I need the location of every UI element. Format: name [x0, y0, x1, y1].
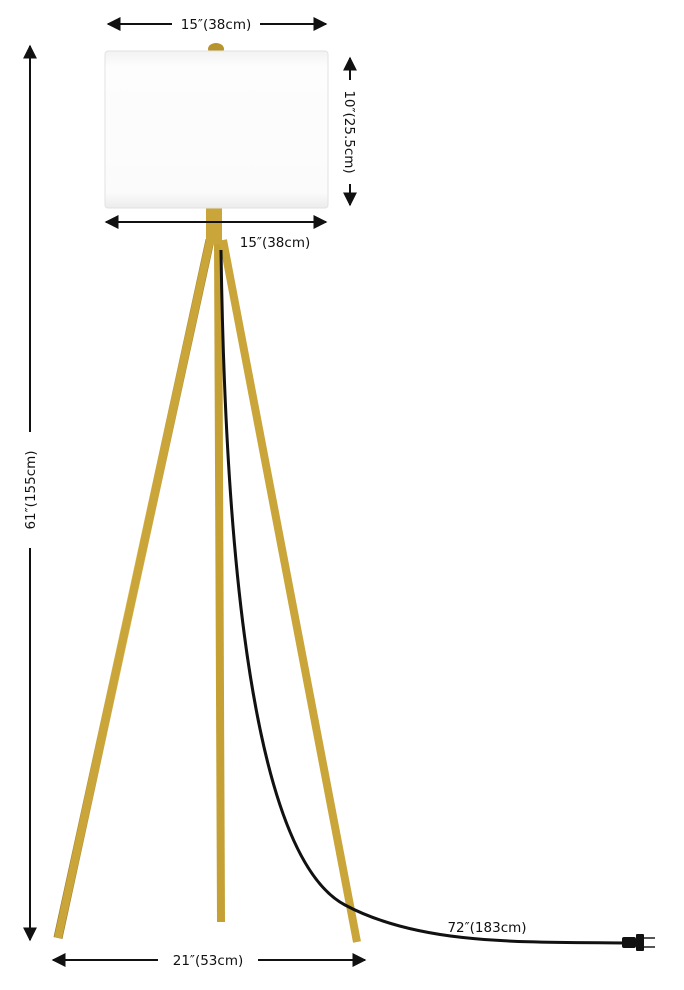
total-height-label: 61″(155cm) — [23, 450, 39, 529]
middle-leg — [214, 239, 225, 923]
shade-top-width-label: 15″(38cm) — [181, 17, 252, 33]
left-leg-highlight — [54, 239, 214, 939]
tripod-legs — [53, 208, 361, 943]
shade-bottom-width-dimension: 15″(38cm) — [104, 215, 328, 251]
lamp-shade — [104, 50, 329, 209]
shade-height-dimension: 10″(25.5cm) — [341, 56, 357, 207]
lamp-stem — [206, 208, 222, 244]
base-width-dimension: 21″(53cm) — [51, 953, 367, 969]
shade-top-width-dimension: 15″(38cm) — [106, 17, 328, 33]
plug-icon — [622, 934, 655, 951]
base-width-label: 21″(53cm) — [173, 953, 244, 969]
shade-height-label: 10″(25.5cm) — [341, 90, 357, 173]
shade-bottom-width-label: 15″(38cm) — [240, 235, 311, 251]
power-cord — [219, 249, 626, 945]
cord-length-label: 72″(183cm) — [447, 920, 526, 936]
total-height-dimension: 61″(155cm) — [23, 44, 39, 942]
right-leg — [219, 239, 361, 943]
